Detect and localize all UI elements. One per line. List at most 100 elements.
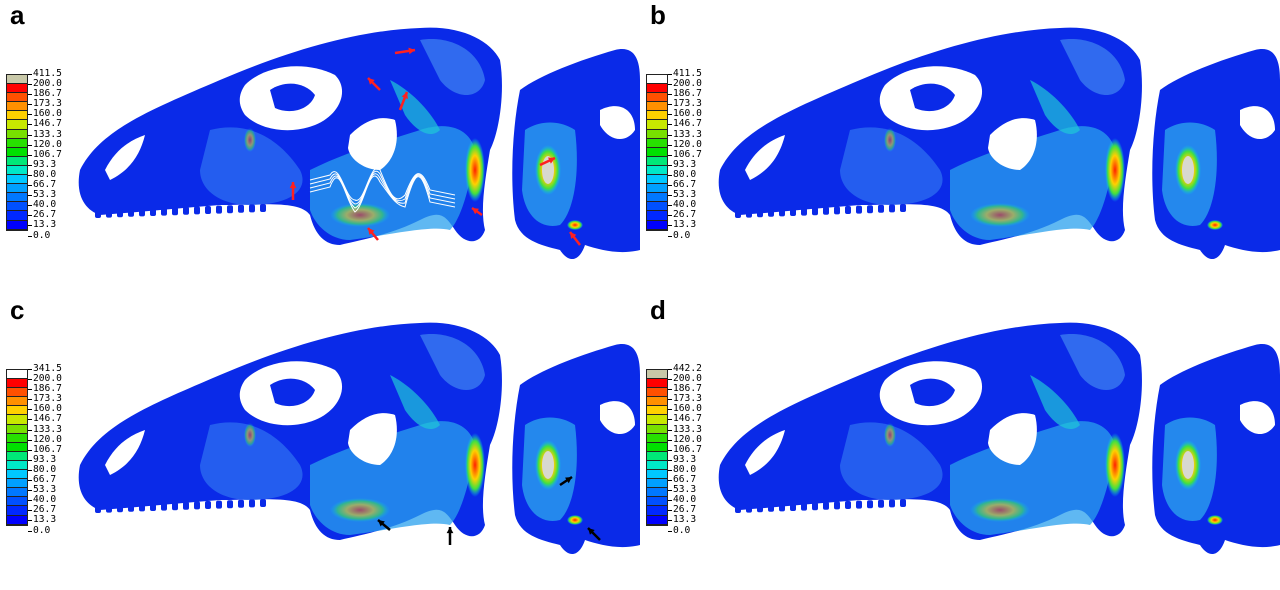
lateral-skull-view: [718, 27, 1142, 246]
arrow-icon: [539, 156, 556, 167]
legend-value: 40.0: [668, 495, 702, 505]
legend-value: 133.3: [28, 129, 62, 140]
legend-swatch: [647, 193, 667, 203]
legend-swatch: [647, 479, 667, 489]
panel-label: a: [10, 0, 25, 30]
skull-stress-map: [78, 27, 640, 260]
arrow-icon: [367, 77, 381, 91]
legend-swatch: [7, 370, 27, 380]
legend-swatch: [647, 93, 667, 103]
legend-swatch: [7, 470, 27, 480]
legend-swatch: [647, 156, 667, 166]
legend-value: 411.5: [28, 68, 62, 79]
legend-value: 173.3: [28, 99, 62, 109]
muscle-line-overlay: [309, 168, 456, 213]
legend-value: 40.0: [668, 200, 702, 210]
legend-colorbar: [646, 369, 668, 526]
legend-swatch: [7, 220, 27, 230]
legend-value: 186.7: [28, 384, 62, 394]
legend-swatch: [647, 147, 667, 157]
legend-labels: 411.5 200.0 186.7 173.3 160.0 146.7 133.3 120.0…: [668, 68, 702, 241]
legend-swatch: [7, 84, 27, 94]
legend-value: 146.7: [28, 414, 62, 424]
legend-value: 53.3: [668, 485, 702, 495]
legend-value: 93.3: [28, 159, 62, 170]
lateral-skull-view: [78, 322, 502, 540]
annotation-arrows: [289, 47, 581, 246]
legend-swatch: [647, 442, 667, 452]
legend-swatch: [7, 175, 27, 185]
legend-value: 106.7: [28, 444, 62, 455]
legend-value: 26.7: [668, 505, 702, 515]
legend-swatch: [647, 120, 667, 130]
arrow-icon: [289, 182, 297, 200]
legend-value: 13.3: [28, 515, 62, 525]
legend-swatch: [647, 202, 667, 212]
legend-swatch: [7, 442, 27, 452]
legend-value: 0.0: [668, 525, 702, 536]
legend-value: 186.7: [28, 89, 62, 99]
legend-value: 0.0: [28, 230, 62, 241]
legend-value: 120.0: [668, 434, 702, 445]
posterior-skull-view: [1152, 344, 1280, 555]
legend-value: 53.3: [28, 485, 62, 495]
legend-value: 146.7: [668, 119, 702, 129]
legend-swatch: [7, 184, 27, 194]
legend-swatch: [7, 479, 27, 489]
lateral-skull-view: [718, 322, 1142, 540]
legend-labels: 341.5 200.0 186.7 173.3 160.0 146.7 133.3 120.0…: [28, 363, 62, 536]
legend-swatch: [647, 102, 667, 112]
legend-value: 26.7: [668, 210, 702, 220]
legend-swatch: [647, 379, 667, 389]
legend-value: 106.7: [668, 149, 702, 160]
legend-colorbar: [6, 369, 28, 526]
legend-swatch: [647, 488, 667, 498]
legend-swatch: [647, 497, 667, 507]
legend-value: 80.0: [668, 169, 702, 180]
legend-value: 200.0: [668, 373, 702, 384]
legend-swatch: [7, 165, 27, 176]
legend-value: 200.0: [28, 373, 62, 384]
lateral-skull-view: [78, 27, 502, 246]
legend-swatch: [7, 147, 27, 157]
legend-value: 160.0: [668, 109, 702, 119]
legend-value: 106.7: [28, 149, 62, 160]
legend-swatch: [7, 120, 27, 130]
arrow-icon: [587, 527, 601, 541]
legend-value: 93.3: [668, 159, 702, 170]
legend-swatch: [647, 433, 667, 443]
legend-value: 133.3: [28, 424, 62, 435]
legend-value: 160.0: [668, 404, 702, 414]
legend-swatch: [647, 460, 667, 471]
legend-swatch: [7, 111, 27, 121]
legend-swatch: [647, 175, 667, 185]
legend-value: 53.3: [668, 190, 702, 200]
legend-value: 173.3: [28, 394, 62, 404]
arrow-icon: [377, 519, 391, 531]
legend-swatch: [647, 397, 667, 407]
legend-value: 13.3: [668, 515, 702, 525]
legend-value: 160.0: [28, 109, 62, 119]
legend-value: 411.5: [668, 68, 702, 79]
legend-swatch: [7, 451, 27, 461]
legend-value: 0.0: [28, 525, 62, 536]
arrow-icon: [559, 475, 573, 487]
legend-value: 53.3: [28, 190, 62, 200]
legend-swatch: [7, 93, 27, 103]
legend-value: 173.3: [668, 99, 702, 109]
legend-value: 120.0: [28, 139, 62, 150]
legend-swatch: [7, 397, 27, 407]
legend-swatch: [7, 75, 27, 85]
legend-value: 13.3: [668, 220, 702, 230]
legend-swatch: [7, 138, 27, 148]
panel-b: b 411.5 200.0 186.7 173.3 160.0 146.7 133.3 120…: [640, 0, 1280, 295]
skull-stress-map: [718, 27, 1280, 260]
legend-value: 120.0: [28, 434, 62, 445]
legend-value: 13.3: [28, 220, 62, 230]
legend-swatch: [7, 379, 27, 389]
skull-stress-map: [718, 322, 1280, 555]
legend-colorbar: [6, 74, 28, 231]
legend-swatch: [647, 129, 667, 139]
legend-swatch: [7, 460, 27, 471]
legend-swatch: [7, 102, 27, 112]
